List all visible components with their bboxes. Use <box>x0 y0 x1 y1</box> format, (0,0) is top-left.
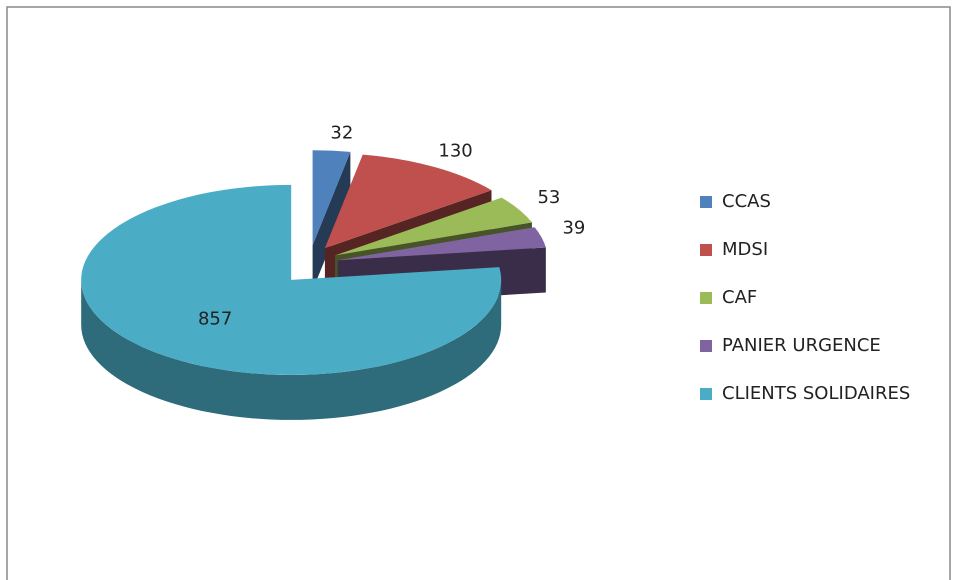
slice <box>324 154 492 249</box>
legend-label: CAF <box>722 287 757 308</box>
data-label: 32 <box>330 122 353 143</box>
data-label: 857 <box>198 308 232 329</box>
legend-label: MDSI <box>722 239 768 260</box>
slice <box>335 197 532 256</box>
legend-swatch <box>700 292 712 304</box>
slice <box>337 227 546 261</box>
data-label: 130 <box>438 140 472 161</box>
legend-label: PANIER URGENCE <box>722 335 881 356</box>
legend-swatch <box>700 388 712 400</box>
data-label: 39 <box>562 217 585 238</box>
slice-side <box>312 151 351 291</box>
slice-side <box>81 279 502 420</box>
legend-swatch <box>700 196 712 208</box>
legend-swatch <box>700 244 712 256</box>
slice <box>312 150 351 246</box>
data-label: 53 <box>537 187 560 208</box>
legend-swatch <box>700 340 712 352</box>
slice <box>81 184 502 375</box>
legend-label: CLIENTS SOLIDAIRES <box>722 383 910 404</box>
legend-label: CCAS <box>722 191 771 212</box>
